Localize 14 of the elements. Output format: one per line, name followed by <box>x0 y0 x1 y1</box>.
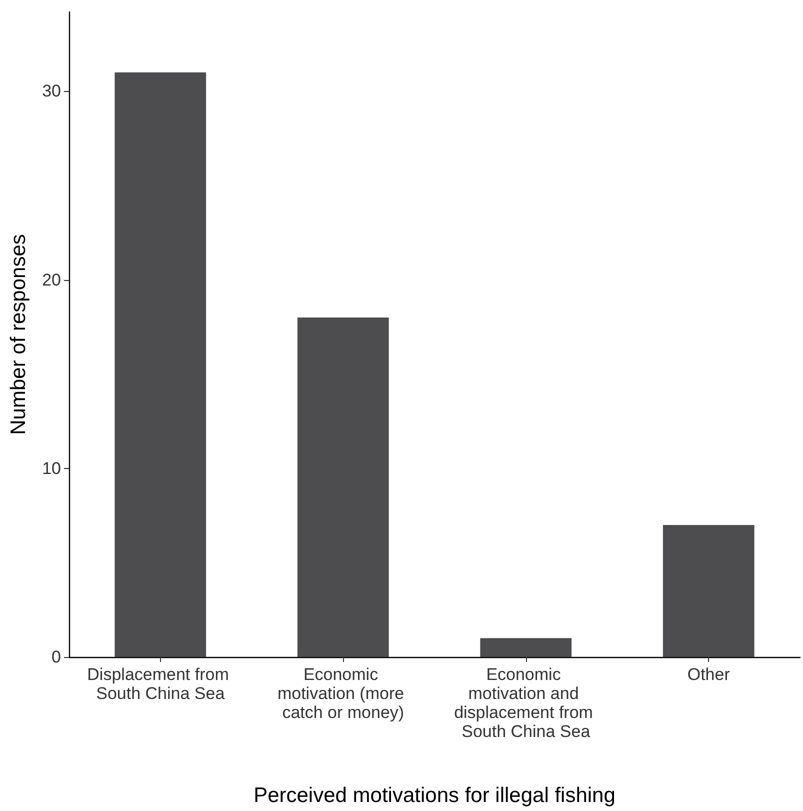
x-tick-label: Economic motivation and displacement from South China Sea <box>454 665 598 741</box>
bar <box>114 72 206 657</box>
bar <box>662 524 754 657</box>
x-tick-label: Displacement from South China Sea <box>87 665 234 703</box>
x-axis-title: Perceived motivations for illegal fishing <box>254 784 616 807</box>
x-tick-label: Economic motivation (more catch or money) <box>277 665 409 722</box>
bar <box>297 318 389 657</box>
y-axis-title: Number of responses <box>7 234 30 435</box>
x-tick-label: Other <box>687 665 730 684</box>
y-tick-label: 30 <box>42 82 61 101</box>
bar <box>480 638 572 657</box>
y-tick-label: 10 <box>42 458 61 478</box>
y-tick-label: 20 <box>42 270 61 290</box>
y-tick-label: 0 <box>52 648 61 666</box>
